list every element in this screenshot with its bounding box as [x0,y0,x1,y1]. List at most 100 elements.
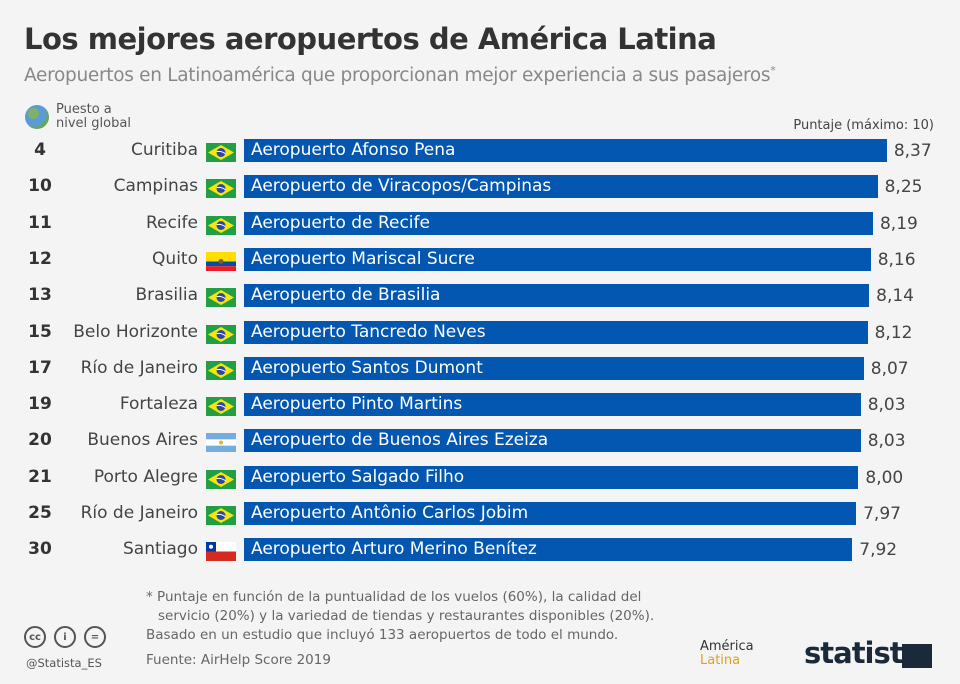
city-label: Buenos Aires [87,430,198,451]
logo-line: América [700,639,754,654]
america-latina-logo: América Latina [700,640,754,668]
bar: Aeropuerto de Recife [244,211,873,235]
rank-header-line2: nivel global [56,116,131,131]
airport-label: Aeropuerto Salgado Filho [251,466,465,487]
cc-icon: cc [24,626,46,648]
city-label: Fortaleza [119,394,198,415]
value-label: 8,16 [877,249,916,270]
bar: Aeropuerto de Viracopos/Campinas [244,175,878,199]
flag-chile-icon [206,542,236,562]
city-label: Campinas [113,176,198,197]
twitter-handle: @Statista_ES [26,656,102,670]
city-label: Recife [145,212,198,233]
by-icon: i [54,626,76,648]
rank-label: 17 [28,357,52,378]
city-label: Brasilia [135,285,198,306]
value-label: 8,19 [879,213,918,234]
value-label: 8,37 [893,141,932,161]
subtitle-asterisk: * [770,64,776,77]
rank-label: 21 [28,466,52,487]
source: Fuente: AirHelp Score 2019 [146,652,331,668]
city-label: Porto Alegre [93,466,198,487]
airport-label: Aeropuerto Santos Dumont [251,357,483,378]
flag-brazil-icon [206,143,236,162]
bar-row: 15 Belo Horizonte Aeropuerto Tancredo Ne… [0,320,960,345]
airport-label: Aeropuerto de Buenos Aires Ezeiza [251,430,549,451]
bar-row: 19 Fortaleza Aeropuerto Pinto Martins 8,… [0,393,960,417]
nd-icon: = [84,626,106,648]
value-label: 7,92 [859,540,898,561]
flag-brazil-icon [206,397,236,417]
rank-header: Puesto a nivel global [56,103,131,131]
statista-logo-icon [902,644,932,668]
flag-argentina-icon [206,433,236,453]
bar-row: 25 Río de Janeiro Aeropuerto Antônio Car… [0,502,960,526]
chart-subtitle: Aeropuertos en Latinoamérica que proporc… [24,64,776,87]
score-header: Puntaje (máximo: 10) [793,118,934,133]
footnote-line: * Puntaje en función de la puntualidad d… [146,589,642,605]
airport-label: Aeropuerto de Viracopos/Campinas [251,176,552,197]
license-icons: cc i = [24,626,106,648]
airport-label: Aeropuerto de Recife [251,212,430,233]
value-label: 8,00 [865,467,904,488]
rank-label: 4 [34,140,46,160]
subtitle-text: Aeropuertos en Latinoamérica que proporc… [24,65,771,87]
bar: Aeropuerto Afonso Pena [244,139,887,162]
footnote-line: servicio (20%) y la variedad de tiendas … [158,608,655,624]
value-label: 8,14 [876,286,914,307]
airport-label: Aeropuerto Arturo Merino Benítez [251,539,537,560]
flag-ecuador-icon [206,251,236,271]
flag-brazil-icon [206,215,236,235]
rank-label: 30 [28,539,52,560]
footnote: * Puntaje en función de la puntualidad d… [146,588,654,645]
bar-row: 30 Santiago Aeropuerto Arturo Merino Ben… [0,538,960,562]
bar: Aeropuerto de Brasilia [244,284,870,308]
footnote-line: Basado en un estudio que incluyó 133 aer… [146,627,619,643]
bar: Aeropuerto Santos Dumont [244,356,864,380]
bar-row: 11 Recife Aeropuerto de Recife 8,19 [0,211,960,236]
rank-label: 20 [28,430,52,451]
airport-label: Aeropuerto Afonso Pena [251,140,456,160]
bar-row: 17 Río de Janeiro Aeropuerto Santos Dumo… [0,356,960,381]
flag-brazil-icon [206,360,236,380]
flag-brazil-icon [206,324,236,344]
flag-brazil-icon [206,469,236,489]
globe-icon [25,105,49,129]
flag-brazil-icon [206,179,236,199]
bar: Aeropuerto Arturo Merino Benítez [244,538,853,562]
airport-label: Aeropuerto Mariscal Sucre [251,248,475,269]
bar-row: 13 Brasilia Aeropuerto de Brasilia 8,14 [0,284,960,308]
city-label: Belo Horizonte [73,321,198,342]
rank-label: 11 [28,212,52,233]
rank-label: 25 [28,503,52,523]
city-label: Curitiba [131,140,198,160]
rank-header-line1: Puesto a [56,102,112,117]
rank-label: 12 [28,248,52,269]
logo-line: Latina [700,653,741,668]
city-label: Río de Janeiro [80,357,198,378]
bar-row: 10 Campinas Aeropuerto de Viracopos/Camp… [0,175,960,199]
value-label: 7,97 [863,504,901,524]
bar: Aeropuerto Antônio Carlos Jobim [244,502,857,525]
bar-row: 21 Porto Alegre Aeropuerto Salgado Filho… [0,465,960,490]
airport-label: Aeropuerto Tancredo Neves [251,321,486,342]
airport-label: Aeropuerto Antônio Carlos Jobim [251,503,529,523]
bar: Aeropuerto Pinto Martins [244,393,861,417]
bar: Aeropuerto Mariscal Sucre [244,247,871,271]
rank-label: 15 [28,321,52,342]
flag-brazil-icon [206,288,236,308]
flag-brazil-icon [206,506,236,525]
value-label: 8,07 [870,358,909,379]
bar: Aeropuerto de Buenos Aires Ezeiza [244,429,861,453]
value-label: 8,03 [867,395,906,416]
value-label: 8,25 [884,177,923,198]
value-label: 8,03 [867,431,906,452]
airport-label: Aeropuerto Pinto Martins [251,394,463,415]
bar: Aeropuerto Tancredo Neves [244,320,868,344]
chart-title: Los mejores aeropuertos de América Latin… [24,22,717,56]
city-label: Río de Janeiro [80,503,198,523]
value-label: 8,12 [874,322,913,343]
airport-label: Aeropuerto de Brasilia [251,285,441,306]
bar-row: 4 Curitiba Aeropuerto Afonso Pena 8,37 [0,139,960,163]
bar-row: 20 Buenos Aires Aeropuerto de Buenos Air… [0,429,960,453]
